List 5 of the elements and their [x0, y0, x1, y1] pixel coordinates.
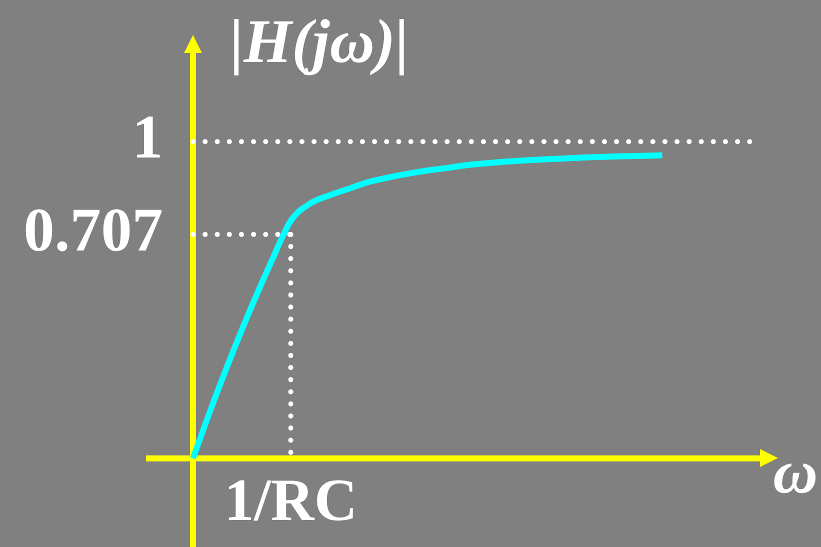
y-tick-label: 0.707 — [24, 196, 163, 264]
y-axis-title: |H(jω)| — [230, 8, 409, 76]
y-tick-label: 1 — [132, 104, 163, 172]
x-tick-label: 1/RC — [224, 466, 358, 533]
x-axis-title: ω — [773, 438, 818, 506]
